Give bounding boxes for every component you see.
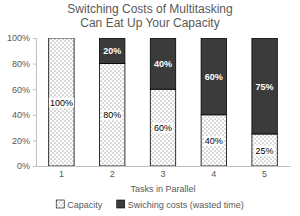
x-tick: 2 [110,166,115,179]
x-tick: 3 [160,166,165,179]
y-tick: 60% [12,85,36,95]
x-tick: 1 [59,166,64,179]
bar [100,64,125,166]
y-tick-mark [33,89,36,90]
y-tick-mark [33,140,36,141]
y-tick-label: 0% [17,161,30,171]
data-label: 25% [256,146,274,156]
y-tick-label: 60% [12,85,30,95]
data-label-bg [49,98,74,108]
y-tick: 0% [17,161,36,171]
y-tick-mark [33,38,36,39]
x-tick: 5 [262,166,267,179]
y-tick-mark [33,64,36,65]
data-label-bg [204,136,224,146]
bar [49,38,74,166]
legend-swatch [56,200,64,208]
x-tick-label: 5 [262,169,267,179]
y-axis: 0% 20% 40% 60% 80% 100% [7,33,37,171]
data-label: 100% [50,98,73,108]
bar-series [100,38,278,134]
y-axis-line [33,39,37,167]
chart-title: Can Eat Up Your Capacity [80,16,219,30]
legend-label: Capacity [67,200,103,210]
data-label: 40% [154,59,172,69]
y-tick: 40% [12,110,36,120]
data-label: 60% [154,123,172,133]
x-tick: 4 [211,166,216,179]
bar [49,38,74,39]
data-label-bg [255,146,275,156]
chart-title: Switching Costs of Multitasking [67,2,232,16]
x-axis-line [37,166,291,167]
bar [150,38,175,89]
y-tick-label: 20% [12,136,30,146]
data-label: 80% [103,110,121,120]
bar [201,115,226,166]
legend-swatch [117,200,125,208]
data-label: 20% [103,46,121,56]
y-tick-label: 100% [7,33,30,43]
data-label: 40% [205,136,223,146]
data-label: 60% [205,72,223,82]
x-tick-label: 3 [160,169,165,179]
bar [201,38,226,115]
plot-area [49,38,278,166]
chart-svg: Switching Costs of MultitaskingCan Eat U… [0,0,300,216]
legend-item: Capacity [56,200,103,210]
bar [100,38,125,64]
data-label-bg [102,110,122,120]
bar [252,134,277,166]
y-tick: 100% [7,33,36,43]
y-tick: 20% [12,136,36,146]
data-label: 75% [256,82,274,92]
y-tick-mark [33,115,36,116]
y-tick-label: 40% [12,110,30,120]
y-tick: 80% [12,59,36,69]
y-tick-mark [33,166,36,167]
y-tick-label: 80% [12,59,30,69]
bar-series [49,38,278,166]
x-axis-title: Tasks in Parallel [130,184,195,194]
x-tick-label: 2 [110,169,115,179]
legend-label: Swiching costs (wasted time) [128,200,244,210]
legend-item: Swiching costs (wasted time) [117,200,244,210]
x-tick-label: 4 [211,169,216,179]
legend: Capacity Swiching costs (wasted time) [56,200,244,210]
bar [252,38,277,134]
data-label-bg [153,123,173,133]
data-labels: 100% 80% 60% 40% 25% 20% 40% 60% 75% [49,46,275,155]
bar [150,89,175,166]
chart-container: Switching Costs of MultitaskingCan Eat U… [0,0,300,216]
x-tick-label: 1 [59,169,64,179]
x-axis: 1 2 3 4 5 [37,166,291,179]
